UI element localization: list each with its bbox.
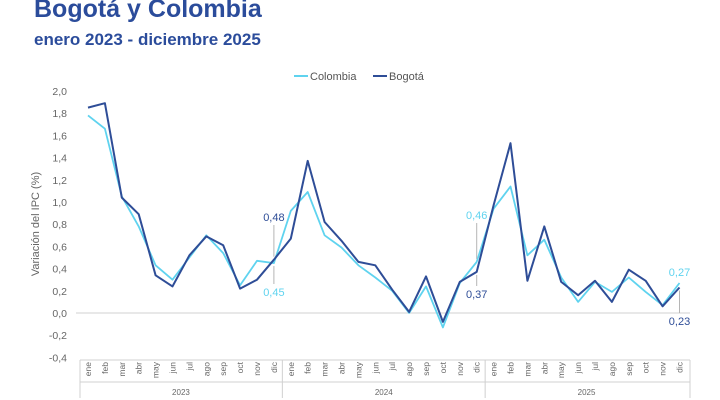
x-tick-label: ene	[489, 362, 499, 376]
data-label: 0,48	[263, 212, 284, 224]
x-tick-label: ago	[201, 362, 211, 376]
x-tick-label: nov	[658, 361, 668, 375]
x-tick-label: dic	[269, 361, 279, 373]
x-tick-label: nov	[252, 361, 262, 375]
y-tick-label: 0,8	[52, 219, 67, 231]
y-axis-label: Variación del IPC (%)	[30, 172, 42, 276]
x-tick-label: nov	[455, 361, 465, 375]
x-tick-label: oct	[235, 361, 245, 373]
chart-title: Bogotá y Colombia	[34, 0, 263, 23]
y-tick-label: 0,0	[52, 308, 67, 320]
x-tick-label: jul	[590, 362, 600, 372]
x-tick-label: jul	[387, 362, 397, 372]
x-tick-label: abr	[134, 362, 144, 374]
x-tick-label: may	[151, 361, 161, 378]
year-label: 2023	[172, 388, 190, 397]
x-tick-label: ene	[286, 362, 296, 376]
legend-colombia-label: Colombia	[310, 71, 357, 83]
x-tick-label: dic	[675, 361, 685, 373]
x-tick-label: feb	[303, 362, 313, 374]
x-tick-label: ago	[607, 362, 617, 376]
x-tick-label: sep	[624, 362, 634, 376]
y-tick-label: 2,0	[52, 86, 67, 98]
data-label: 0,46	[466, 210, 487, 222]
y-tick-label: 0,6	[52, 241, 67, 253]
data-label: 0,45	[263, 287, 284, 299]
y-tick-label: 1,8	[52, 108, 67, 120]
y-tick-label: -0,2	[49, 330, 67, 342]
x-tick-label: jul	[184, 362, 194, 372]
x-tick-label: sep	[421, 362, 431, 376]
y-tick-label: 1,6	[52, 130, 67, 142]
data-label: 0,37	[466, 289, 487, 301]
series-line-colombia	[87, 114, 681, 329]
x-tick-label: mar	[320, 362, 330, 377]
y-tick-label: 1,0	[52, 197, 67, 209]
x-tick-label: jun	[168, 362, 178, 375]
x-tick-label: feb	[506, 362, 516, 374]
x-tick-label: ene	[83, 362, 93, 376]
series-line-bogota	[87, 102, 681, 323]
legend-bogota-label: Bogotá	[389, 71, 425, 83]
x-tick-label: sep	[218, 362, 228, 376]
x-tick-label: mar	[522, 362, 532, 377]
y-tick-label: 0,2	[52, 286, 67, 298]
data-label: 0,27	[669, 267, 690, 279]
x-tick-label: jun	[370, 362, 380, 375]
x-tick-label: jun	[573, 362, 583, 375]
data-label: 0,23	[669, 316, 690, 328]
x-tick-label: abr	[539, 362, 549, 374]
chart-subtitle: enero 2023 - diciembre 2025	[34, 30, 261, 49]
x-tick-label: may	[556, 361, 566, 378]
x-tick-label: dic	[472, 361, 482, 373]
x-tick-label: feb	[100, 362, 110, 374]
y-tick-label: 1,2	[52, 175, 67, 187]
legend: Colombia Bogotá	[294, 71, 425, 83]
x-tick-label: mar	[117, 362, 127, 377]
year-label: 2025	[578, 388, 596, 397]
year-label: 2024	[375, 388, 393, 397]
x-tick-label: oct	[438, 361, 448, 373]
x-tick-label: oct	[641, 361, 651, 373]
x-tick-label: abr	[337, 362, 347, 374]
x-tick-label: ago	[404, 362, 414, 376]
y-tick-label: -0,4	[49, 352, 67, 364]
y-tick-label: 0,4	[52, 264, 67, 276]
x-tick-label: may	[353, 361, 363, 378]
y-tick-label: 1,4	[52, 153, 67, 165]
